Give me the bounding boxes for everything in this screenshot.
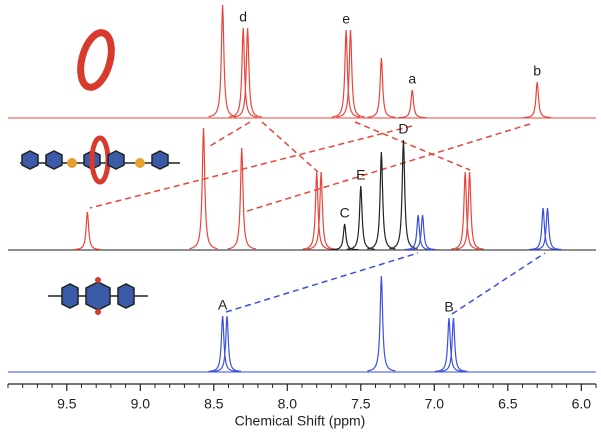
small-molecule-icon <box>48 277 148 315</box>
x-tick-label: 9.5 <box>57 396 77 412</box>
peak <box>73 211 102 251</box>
peak <box>336 29 365 118</box>
peak <box>367 57 396 118</box>
peak <box>455 171 484 250</box>
peak-label: E <box>356 167 365 183</box>
peak-label: e <box>342 11 350 27</box>
peak <box>330 223 359 251</box>
connector <box>89 125 413 209</box>
peak <box>533 207 562 251</box>
connector <box>225 252 419 313</box>
connectors <box>89 121 546 315</box>
peak <box>189 127 218 250</box>
peak-label: D <box>398 121 408 137</box>
peak <box>212 315 242 372</box>
x-axis-title: Chemical Shift (ppm) <box>235 413 366 429</box>
ring-icon <box>77 29 115 91</box>
x-tick-label: 6.0 <box>572 396 592 412</box>
peak <box>404 214 433 251</box>
peak <box>229 27 258 118</box>
peak <box>408 214 437 251</box>
x-tick-label: 7.0 <box>425 396 445 412</box>
connector <box>261 121 319 173</box>
peak <box>367 151 396 250</box>
peak <box>367 275 396 372</box>
peak <box>307 171 336 250</box>
peak <box>434 317 464 372</box>
connector <box>354 121 471 171</box>
connector <box>209 121 251 147</box>
peak <box>208 4 237 118</box>
peak <box>523 81 552 119</box>
connector <box>451 252 546 315</box>
x-tick-label: 7.5 <box>351 396 371 412</box>
peak <box>398 89 427 119</box>
peak <box>346 185 375 250</box>
peak-label: a <box>408 71 416 87</box>
peak-label: B <box>444 299 453 315</box>
peak <box>389 139 418 250</box>
peak-label: b <box>533 63 541 79</box>
peak <box>451 171 480 250</box>
peak-label: C <box>340 205 350 221</box>
peak <box>529 207 558 251</box>
peak <box>227 147 256 250</box>
peak-label: c <box>219 0 226 2</box>
x-tick-label: 8.0 <box>278 396 298 412</box>
peak-label: d <box>239 9 247 25</box>
peak <box>332 29 361 118</box>
peak <box>233 27 262 118</box>
connector <box>243 123 531 213</box>
x-tick-label: 8.5 <box>204 396 224 412</box>
x-tick-label: 6.5 <box>498 396 518 412</box>
peak <box>439 317 468 372</box>
rotaxane-icon <box>20 135 180 185</box>
peak <box>302 171 331 250</box>
x-tick-label: 9.0 <box>131 396 151 412</box>
peak-label: A <box>218 297 228 313</box>
peak <box>208 315 237 372</box>
